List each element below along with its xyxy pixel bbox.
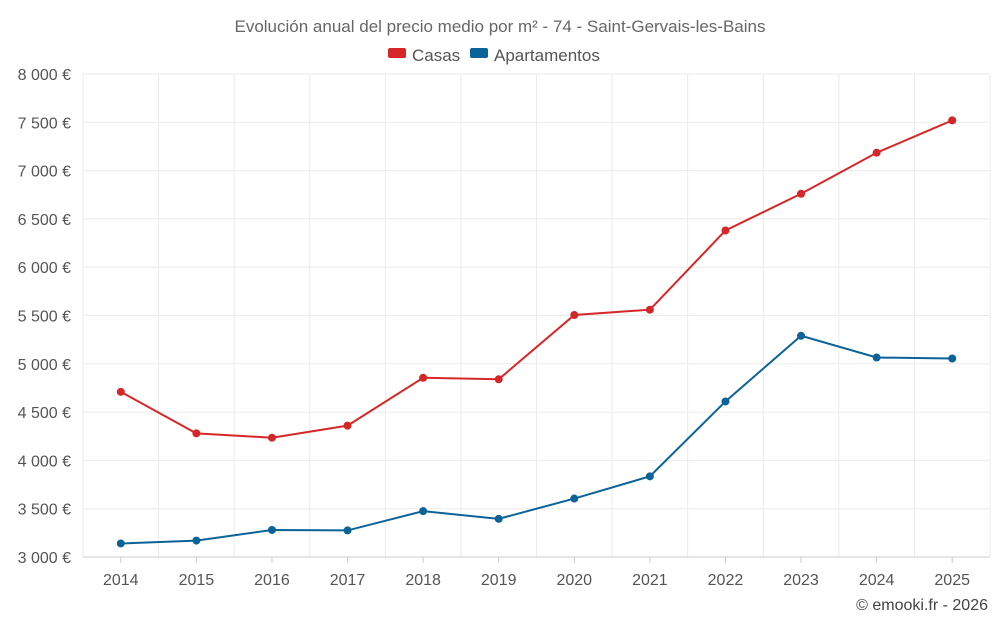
y-tick-label: 4 000 €: [18, 453, 71, 470]
data-point-apartamentos: [570, 494, 579, 503]
x-tick-label: 2014: [103, 572, 139, 589]
x-tick-label: 2019: [481, 572, 517, 589]
x-tick-label: 2015: [179, 572, 215, 589]
legend-label-casas[interactable]: Casas: [412, 46, 460, 65]
y-axis: 3 000 € 3 500 € 4 000 € 4 500 € 5 000 € 5 500…: [18, 67, 71, 567]
data-point-casas: [797, 189, 806, 198]
data-point-apartamentos: [343, 526, 352, 535]
data-point-casas: [570, 311, 579, 320]
data-point-apartamentos: [797, 331, 806, 340]
x-tick-label: 2017: [330, 572, 366, 589]
data-point-apartamentos: [267, 525, 276, 534]
data-point-casas: [116, 387, 125, 396]
chart-title: Evolución anual del precio medio por m² …: [234, 17, 765, 36]
data-point-casas: [343, 421, 352, 430]
legend-swatch-apartamentos[interactable]: [470, 48, 488, 58]
y-tick-label: 7 500 €: [18, 115, 71, 132]
data-point-apartamentos: [948, 354, 957, 363]
data-point-apartamentos: [192, 536, 201, 545]
data-point-casas: [494, 375, 503, 384]
y-tick-label: 8 000 €: [18, 67, 71, 84]
data-point-casas: [192, 429, 201, 438]
y-tick-label: 5 000 €: [18, 357, 71, 374]
data-point-casas: [948, 116, 957, 125]
y-tick-label: 5 500 €: [18, 309, 71, 326]
legend-label-apartamentos[interactable]: Apartamentos: [494, 46, 600, 65]
series-line-apartamentos: [120, 334, 953, 545]
credit-text: © emooki.fr - 2026: [856, 597, 988, 614]
x-tick-label: 2021: [632, 572, 668, 589]
series-group: [116, 116, 957, 548]
y-tick-label: 4 500 €: [18, 405, 71, 422]
y-tick-label: 3 000 €: [18, 550, 71, 567]
data-point-apartamentos: [419, 507, 428, 516]
y-tick-label: 6 500 €: [18, 212, 71, 229]
grid: [82, 73, 991, 558]
x-axis: 2014 2015 2016 2017 2018 2019 2020 2021 2022 2023…: [83, 556, 990, 589]
y-tick-label: 3 500 €: [18, 502, 71, 519]
x-tick-label: 2024: [859, 572, 895, 589]
legend: Casas Apartamentos: [388, 46, 600, 65]
x-tick-label: 2018: [405, 572, 441, 589]
legend-swatch-casas[interactable]: [388, 48, 406, 58]
data-point-apartamentos: [494, 514, 503, 523]
data-point-casas: [872, 148, 881, 157]
y-tick-label: 7 000 €: [18, 164, 71, 181]
series-line-casas: [120, 119, 953, 439]
data-point-casas: [645, 305, 654, 314]
data-point-apartamentos: [721, 397, 730, 406]
y-tick-label: 6 000 €: [18, 260, 71, 277]
x-tick-label: 2023: [783, 572, 819, 589]
data-point-apartamentos: [872, 353, 881, 362]
x-tick-label: 2016: [254, 572, 290, 589]
data-point-casas: [267, 433, 276, 442]
x-tick-label: 2025: [934, 572, 970, 589]
x-tick-label: 2022: [708, 572, 744, 589]
data-point-casas: [721, 226, 730, 235]
data-point-casas: [419, 373, 428, 382]
x-tick-label: 2020: [556, 572, 592, 589]
data-point-apartamentos: [645, 472, 654, 481]
data-point-apartamentos: [116, 539, 125, 548]
